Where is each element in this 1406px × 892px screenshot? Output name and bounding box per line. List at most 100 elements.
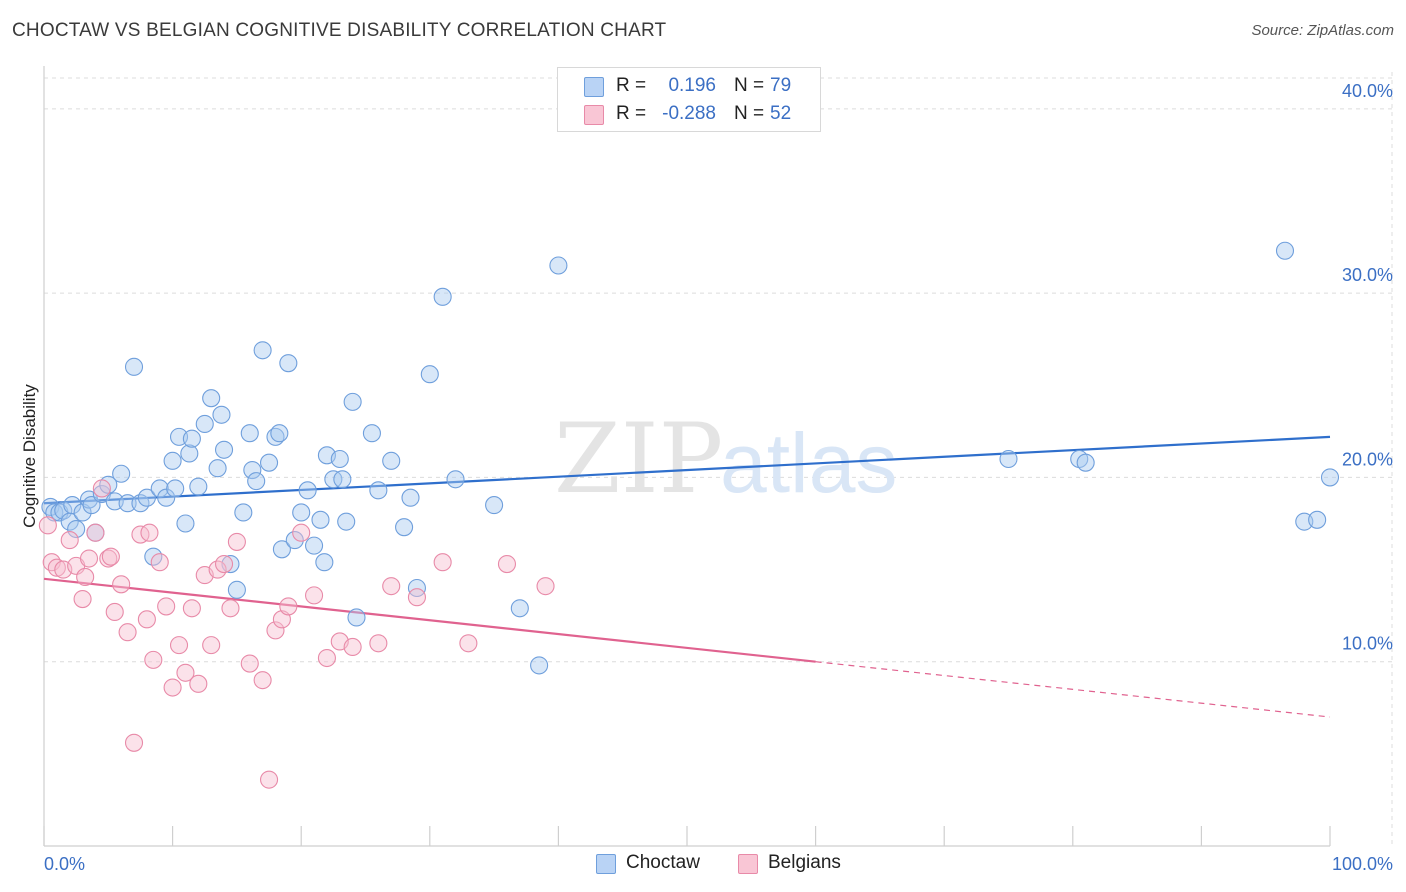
choctaw-point bbox=[270, 424, 289, 443]
n-value: 79 bbox=[770, 75, 792, 96]
belgians-point bbox=[137, 610, 156, 629]
belgians-point bbox=[407, 588, 426, 607]
belgians-point bbox=[169, 636, 189, 655]
belgians-point bbox=[131, 525, 150, 544]
legend-label: Belgians bbox=[768, 852, 841, 873]
belgians-swatch bbox=[738, 854, 758, 874]
belgians-point bbox=[292, 523, 311, 542]
belgians-point bbox=[459, 634, 478, 653]
choctaw-point bbox=[549, 256, 568, 275]
belgians-point bbox=[369, 634, 388, 653]
belgians-point bbox=[73, 590, 92, 609]
choctaw-point bbox=[67, 519, 86, 539]
belgians-point bbox=[47, 558, 66, 577]
choctaw-point bbox=[433, 287, 452, 306]
choctaw-point bbox=[124, 357, 144, 376]
choctaw-point bbox=[315, 553, 334, 572]
belgians-point bbox=[433, 553, 452, 572]
tick-labels: 10.0% 20.0% 30.0% 40.0% 0.0% 100.0% bbox=[44, 81, 1393, 874]
choctaw-point bbox=[395, 518, 414, 537]
belgians-point bbox=[202, 636, 221, 655]
choctaw-swatch bbox=[596, 854, 616, 874]
legend-row-belgians: R = -0.288 N = 52 bbox=[558, 101, 820, 129]
choctaw-point bbox=[420, 365, 439, 384]
choctaw-point bbox=[305, 536, 324, 555]
belgians-point bbox=[101, 547, 120, 566]
belgians-point bbox=[79, 549, 99, 568]
x-tick-label: 0.0% bbox=[44, 854, 85, 874]
choctaw-trend-line bbox=[43, 435, 1331, 505]
belgians-point bbox=[279, 597, 298, 616]
belgians-point bbox=[253, 671, 272, 690]
choctaw-point bbox=[369, 481, 388, 500]
choctaw-point bbox=[54, 501, 73, 520]
belgians-point bbox=[317, 648, 336, 668]
x-tick-label: 100.0% bbox=[1332, 854, 1393, 874]
choctaw-point bbox=[195, 414, 214, 434]
choctaw-point bbox=[347, 608, 366, 627]
belgians-point bbox=[214, 554, 234, 574]
choctaw-point bbox=[1308, 510, 1327, 529]
r-value: 0.196 bbox=[668, 75, 716, 96]
belgians-point bbox=[240, 654, 259, 673]
choctaw-point bbox=[1076, 453, 1095, 472]
choctaw-point bbox=[163, 451, 182, 470]
belgians-trend-line bbox=[43, 577, 816, 663]
choctaw-point bbox=[227, 580, 246, 599]
choctaw-point bbox=[407, 578, 426, 598]
belgians-point bbox=[221, 599, 240, 618]
choctaw-point bbox=[180, 444, 199, 463]
n-label: N = bbox=[734, 75, 765, 96]
belgians-point bbox=[182, 599, 201, 618]
watermark: ZIP atlas bbox=[554, 403, 897, 515]
choctaw-point bbox=[401, 488, 420, 507]
choctaw-point bbox=[82, 496, 101, 515]
data-points bbox=[38, 241, 1340, 789]
watermark-zip: ZIP bbox=[554, 403, 723, 515]
choctaw-point bbox=[253, 341, 272, 360]
belgians-point bbox=[343, 637, 362, 657]
choctaw-point bbox=[214, 440, 234, 459]
legend-row-choctaw: R = 0.196 N = 79 bbox=[558, 73, 820, 101]
choctaw-point bbox=[212, 405, 231, 424]
stats-legend: R = 0.196 N = 79 R = -0.288 N = 52 bbox=[557, 67, 821, 132]
choctaw-point bbox=[999, 449, 1018, 469]
choctaw-point bbox=[343, 392, 362, 411]
choctaw-point bbox=[208, 459, 227, 478]
belgians-point bbox=[92, 479, 111, 498]
belgians-point bbox=[382, 577, 401, 596]
belgians-point bbox=[60, 531, 79, 550]
belgians-point bbox=[99, 549, 118, 568]
choctaw-point bbox=[63, 496, 82, 515]
belgians-point bbox=[38, 516, 57, 535]
choctaw-point bbox=[259, 453, 279, 472]
choctaw-point bbox=[330, 449, 349, 469]
choctaw-point bbox=[362, 424, 381, 443]
choctaw-point bbox=[137, 488, 156, 507]
choctaw-point bbox=[118, 494, 137, 513]
n-value: 52 bbox=[770, 103, 792, 124]
y-tick-label: 40.0% bbox=[1342, 81, 1393, 101]
choctaw-point bbox=[485, 496, 504, 515]
choctaw-point bbox=[234, 503, 253, 522]
belgians-point bbox=[536, 577, 555, 596]
choctaw-point bbox=[311, 510, 330, 529]
choctaw-point bbox=[1275, 241, 1295, 260]
choctaw-swatch bbox=[584, 77, 604, 97]
belgians-point bbox=[124, 733, 144, 752]
belgians-point bbox=[176, 663, 195, 682]
choctaw-point bbox=[176, 514, 195, 533]
choctaw-point bbox=[530, 656, 549, 675]
choctaw-point bbox=[298, 481, 317, 500]
source-credit: Source: ZipAtlas.com bbox=[1251, 22, 1394, 39]
y-tick-label: 20.0% bbox=[1342, 449, 1393, 469]
belgians-point bbox=[157, 597, 176, 616]
trend-lines bbox=[43, 435, 1331, 718]
choctaw-point bbox=[166, 479, 185, 498]
belgians-point bbox=[118, 623, 137, 642]
r-label: R = bbox=[616, 103, 647, 124]
choctaw-point bbox=[285, 531, 304, 550]
belgians-point bbox=[227, 532, 246, 551]
choctaw-point bbox=[243, 461, 262, 480]
